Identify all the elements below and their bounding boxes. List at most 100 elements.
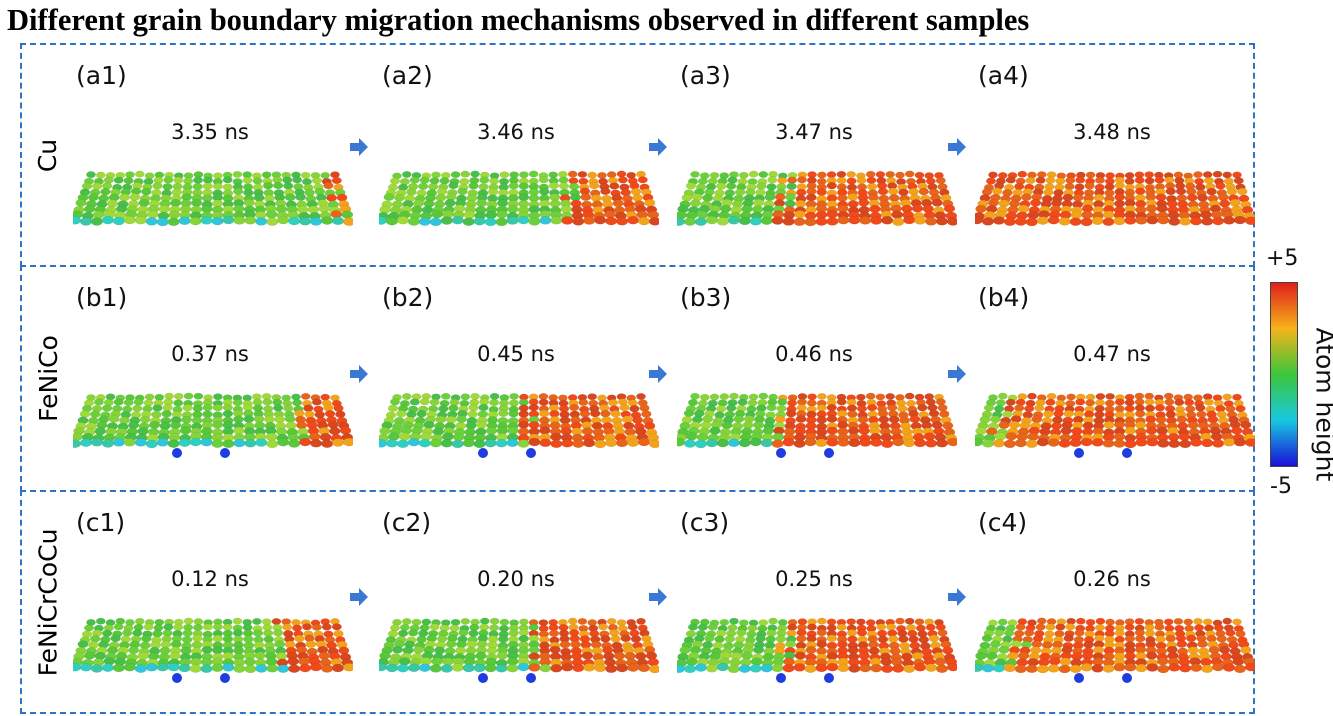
- atom: [942, 421, 954, 430]
- atom: [1094, 176, 1105, 184]
- atom: [685, 630, 697, 638]
- atom: [683, 217, 697, 226]
- atom: [1219, 646, 1231, 654]
- atom: [1154, 404, 1166, 412]
- atom: [1179, 217, 1192, 226]
- atom: [449, 624, 460, 632]
- atom: [112, 438, 125, 447]
- atom: [616, 663, 629, 673]
- atom: [627, 216, 640, 225]
- atom: [1144, 404, 1156, 412]
- atom: [606, 171, 617, 179]
- atom: [649, 217, 659, 226]
- atom: [985, 177, 997, 185]
- atom: [133, 398, 144, 406]
- atom: [460, 393, 471, 401]
- atom: [294, 409, 305, 417]
- atom: [95, 617, 106, 625]
- atom: [647, 658, 659, 667]
- atom: [738, 664, 751, 673]
- atom: [549, 645, 561, 654]
- atom: [768, 617, 778, 625]
- atom: [805, 193, 817, 202]
- atom: [266, 217, 279, 226]
- arrow-right-icon: [948, 365, 966, 383]
- atom: [191, 199, 203, 207]
- atom: [1134, 634, 1146, 643]
- atom: [1223, 438, 1236, 447]
- atom: [1113, 663, 1126, 672]
- atom: [1058, 217, 1071, 226]
- atom: [393, 193, 405, 202]
- atom: [859, 216, 872, 225]
- atom: [594, 439, 607, 449]
- atom: [202, 410, 213, 418]
- atom: [1163, 392, 1174, 400]
- atom: [1094, 624, 1105, 632]
- atom: [1201, 664, 1214, 673]
- atom: [734, 188, 746, 196]
- atom: [826, 171, 837, 179]
- atom: [497, 199, 509, 207]
- atom: [399, 623, 410, 631]
- atom: [466, 640, 478, 648]
- atom: [1203, 398, 1214, 406]
- atom: [484, 439, 497, 448]
- atom: [305, 640, 317, 649]
- atom: [212, 623, 223, 631]
- atom: [1245, 438, 1255, 447]
- atom: [1080, 217, 1093, 227]
- atom: [1178, 432, 1191, 441]
- atom: [507, 205, 519, 214]
- atom: [222, 410, 234, 418]
- atom: [705, 664, 718, 673]
- atom: [753, 646, 765, 654]
- atom: [739, 619, 749, 627]
- atom: [331, 177, 342, 185]
- atom: [476, 420, 488, 429]
- atom: [644, 422, 656, 430]
- atom: [320, 393, 330, 401]
- atom: [877, 635, 889, 644]
- atom: [265, 432, 278, 442]
- atom: [904, 170, 915, 178]
- atom: [1045, 398, 1056, 406]
- atom: [244, 657, 256, 666]
- atom: [616, 170, 627, 178]
- atom: [1036, 438, 1049, 447]
- atom: [1197, 193, 1209, 202]
- atom: [1144, 171, 1154, 179]
- row-fenicrcocu: FeNiCrCoCu (c1) 0.12 ns (c2) 0.20 ns (c3…: [20, 490, 1255, 714]
- atom: [411, 618, 422, 626]
- atom: [1003, 663, 1016, 673]
- atom: [914, 663, 927, 672]
- atom: [518, 193, 530, 202]
- atom: [569, 182, 580, 191]
- atom: [263, 629, 274, 637]
- atom: [458, 629, 469, 637]
- atom: [870, 216, 883, 225]
- atom: [478, 673, 488, 683]
- atom: [677, 217, 685, 226]
- atom: [452, 432, 465, 442]
- atom: [105, 393, 116, 401]
- panel-time: 0.37 ns: [171, 342, 249, 366]
- atom: [620, 634, 632, 643]
- colorbar-max-label: +5: [1266, 246, 1299, 271]
- atom: [191, 641, 203, 649]
- atom: [331, 623, 342, 631]
- atom: [767, 176, 778, 184]
- atom: [794, 210, 806, 219]
- atom: [1145, 204, 1158, 213]
- atom: [1003, 217, 1016, 226]
- atom: [193, 618, 204, 626]
- atom: [161, 410, 172, 418]
- atom: [632, 416, 644, 424]
- atom: [548, 629, 560, 638]
- atom: [326, 194, 338, 202]
- atom: [292, 399, 303, 407]
- atom: [202, 404, 213, 412]
- atom: [429, 217, 442, 227]
- atom: [1046, 392, 1057, 400]
- atom: [904, 617, 915, 625]
